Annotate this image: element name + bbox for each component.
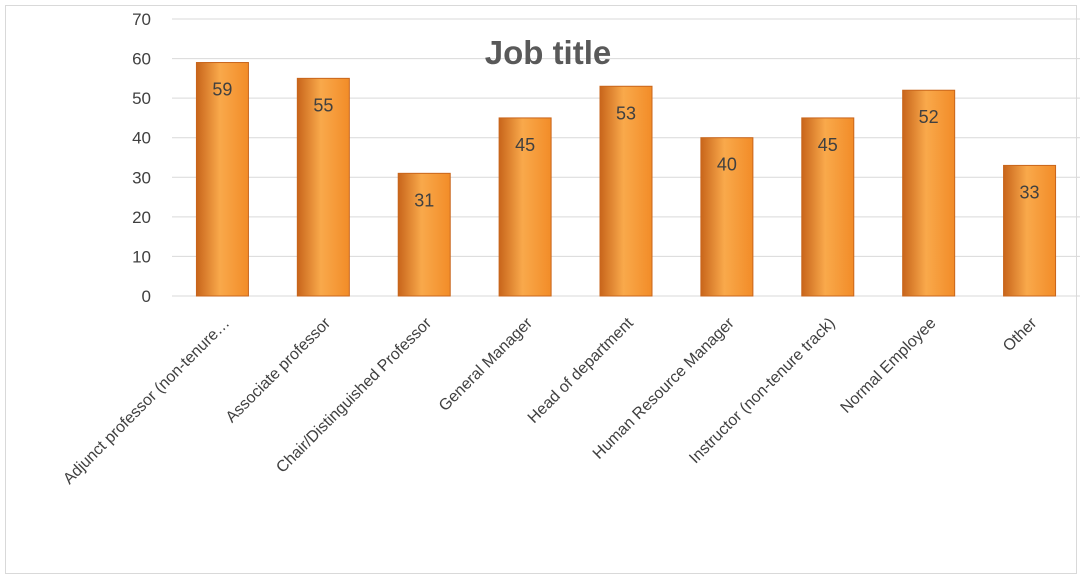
bar — [296, 77, 350, 297]
bar — [801, 117, 855, 297]
y-axis-ticks: 0 10 20 30 40 50 60 70 — [132, 10, 151, 306]
y-tick-label: 30 — [132, 168, 151, 187]
data-label: 55 — [313, 95, 333, 115]
bar — [397, 172, 451, 297]
data-labels: 59 55 31 45 53 40 45 52 33 — [212, 80, 1039, 211]
chart-title: Job title — [485, 34, 612, 71]
y-tick-label: 10 — [132, 247, 151, 266]
data-label: 33 — [1020, 182, 1040, 202]
bar — [599, 85, 653, 297]
y-tick-label: 0 — [142, 287, 151, 306]
y-tick-label: 20 — [132, 208, 151, 227]
y-tick-label: 50 — [132, 89, 151, 108]
x-tick-label: Other — [1000, 314, 1041, 355]
bar — [195, 62, 249, 297]
data-label: 59 — [212, 80, 232, 100]
x-tick-label: Associate professor — [223, 314, 335, 426]
data-label: 45 — [818, 135, 838, 155]
bar — [498, 117, 552, 297]
x-tick-label: General Manager — [436, 314, 537, 415]
bar — [902, 89, 956, 297]
y-tick-label: 70 — [132, 10, 151, 29]
x-tick-label: Adjunct professor (non-tenure… — [60, 315, 233, 488]
x-tick-label: Head of department — [525, 314, 637, 426]
data-label: 31 — [414, 190, 434, 210]
bar — [700, 137, 754, 297]
bars — [195, 62, 1057, 297]
x-axis-labels: Adjunct professor (non-tenure…Associate … — [60, 314, 1041, 487]
bar — [1003, 164, 1057, 297]
y-tick-label: 40 — [132, 129, 151, 148]
x-tick-label: Normal Employee — [838, 315, 940, 417]
data-label: 40 — [717, 155, 737, 175]
y-tick-label: 60 — [132, 50, 151, 69]
data-label: 45 — [515, 135, 535, 155]
data-label: 52 — [919, 107, 939, 127]
data-label: 53 — [616, 103, 636, 123]
chart-border — [5, 5, 1077, 574]
